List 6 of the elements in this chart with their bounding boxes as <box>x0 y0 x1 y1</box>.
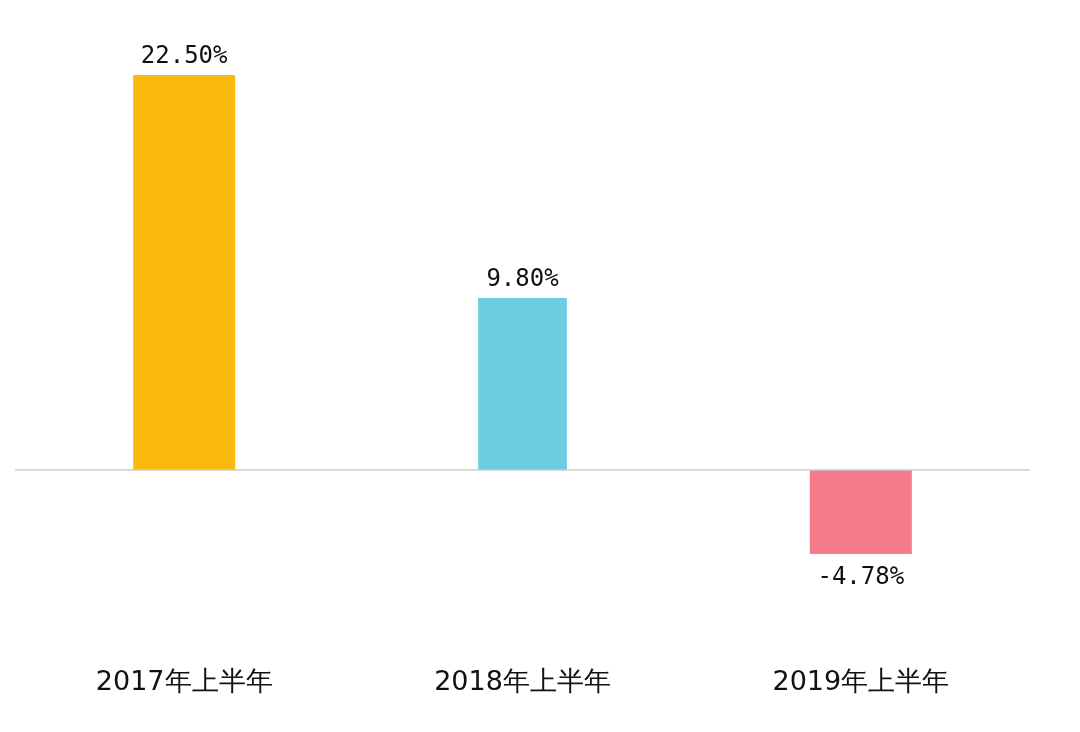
data-label: 9.80% <box>486 263 560 292</box>
x-tick-label: 2018年上半年 <box>434 665 611 696</box>
data-label: 22.50% <box>140 41 229 69</box>
x-tick-label: 2017年上半年 <box>95 665 273 696</box>
data-label: -4.78% <box>817 561 905 590</box>
x-tick-label: 2019年上半年 <box>772 665 950 696</box>
